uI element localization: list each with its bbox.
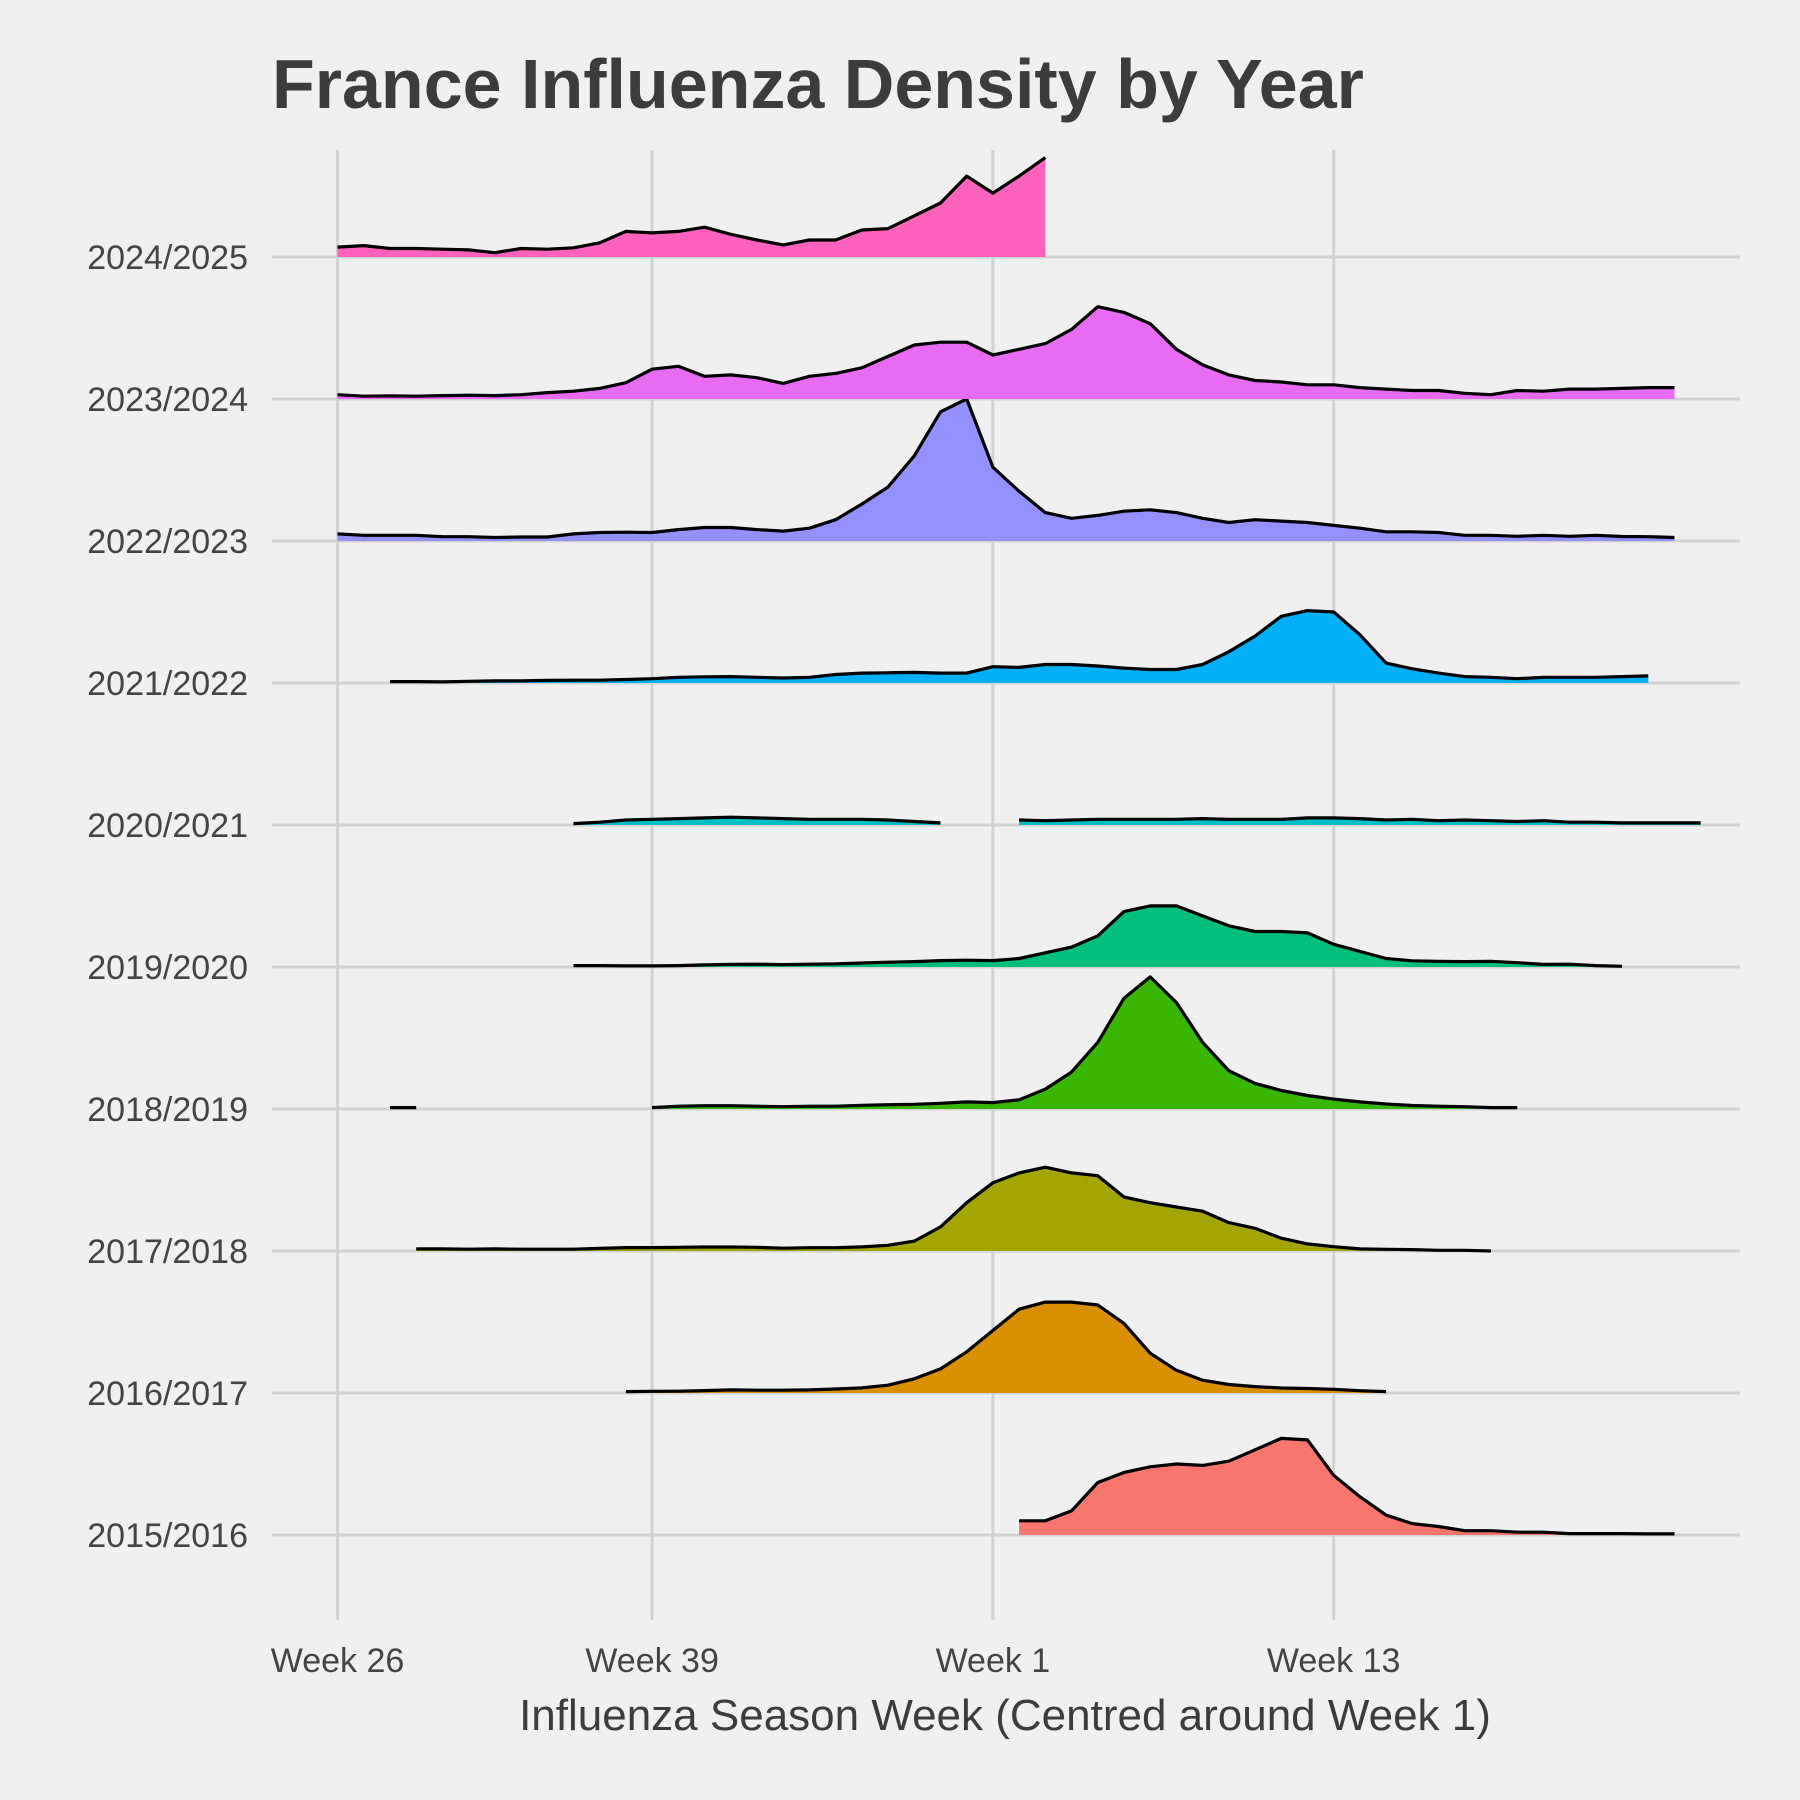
y-tick-label: 2020/2021 — [87, 807, 248, 845]
x-tick-label: Week 13 — [1267, 1642, 1401, 1680]
ridge-2015-2016 — [1019, 1436, 1675, 1536]
ridge-area — [416, 1167, 1492, 1251]
x-tick-label: Week 39 — [585, 1642, 719, 1680]
y-tick-label: 2022/2023 — [87, 523, 248, 561]
ridge-outline — [652, 975, 1518, 1110]
ridge-outline — [337, 305, 1675, 398]
ridge-area — [652, 976, 1518, 1109]
ridge-outline — [1019, 816, 1701, 825]
y-tick-label: 2023/2024 — [87, 381, 248, 419]
ridge-2018-2019 — [390, 975, 1518, 1110]
ridges — [337, 156, 1701, 1536]
ridge-outline — [1019, 1436, 1675, 1536]
ridge-2016-2017 — [625, 1300, 1387, 1394]
ridge-area — [337, 157, 1046, 257]
ridge-2022-2023 — [337, 397, 1675, 541]
ridge-area — [390, 610, 1649, 683]
ridge-area — [337, 399, 1675, 541]
ridge-outline — [337, 397, 1675, 540]
y-tick-label: 2016/2017 — [87, 1375, 248, 1413]
ridge-2023-2024 — [337, 305, 1675, 399]
ridge-outline — [573, 904, 1623, 968]
ridge-2020-2021 — [573, 815, 1701, 826]
x-tick-label: Week 26 — [271, 1642, 405, 1680]
x-tick-labels: Week 26 Week 39 Week 1 Week 13 — [271, 1642, 1401, 1680]
y-tick-label: 2018/2019 — [87, 1091, 248, 1129]
x-tick-label: Week 1 — [936, 1642, 1051, 1680]
ridge-2017-2018 — [416, 1165, 1492, 1253]
ridge-2019-2020 — [573, 904, 1623, 968]
ridge-outline — [625, 1300, 1387, 1394]
y-tick-label: 2015/2016 — [87, 1517, 248, 1555]
y-tick-label: 2019/2020 — [87, 949, 248, 987]
ridge-2021-2022 — [390, 609, 1649, 684]
y-tick-labels: 2015/2016 2016/2017 2017/2018 2018/2019 2019… — [87, 239, 248, 1555]
x-axis-label: Influenza Season Week (Centred around We… — [519, 1691, 1491, 1740]
ridge-2024-2025 — [337, 156, 1047, 257]
ridge-outline — [337, 156, 1047, 255]
ridge-area — [625, 1302, 1387, 1393]
chart-title: France Influenza Density by Year — [272, 45, 1364, 123]
ridge-outline — [390, 609, 1649, 684]
y-tick-label: 2024/2025 — [87, 239, 248, 277]
ridge-outline — [416, 1165, 1492, 1253]
y-tick-label: 2021/2022 — [87, 665, 248, 703]
ridge-outline — [573, 815, 941, 826]
y-tick-label: 2017/2018 — [87, 1233, 248, 1271]
